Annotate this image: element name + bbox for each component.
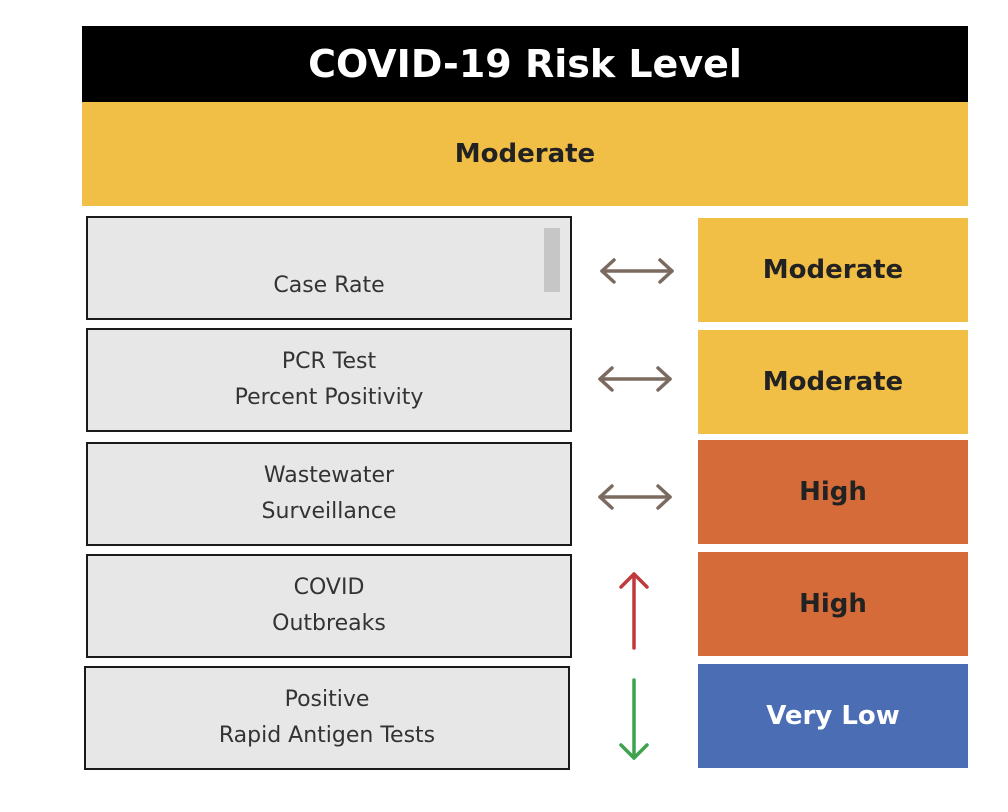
indicator-label-line: PCR Test: [281, 349, 377, 374]
risk-level-badge: High: [698, 552, 968, 656]
indicator-label-line: Positive: [284, 687, 370, 712]
arrow-down-icon: [619, 678, 649, 760]
double-arrow-horizontal-icon: [598, 366, 672, 392]
page-title: COVID-19 Risk Level: [82, 26, 968, 102]
indicator-label-line: Surveillance: [261, 499, 397, 524]
indicator-label-line: Outbreaks: [272, 611, 386, 636]
indicator-label-line: Rapid Antigen Tests: [218, 723, 436, 748]
indicator-label-line: Wastewater: [263, 463, 395, 488]
risk-level-badge: Very Low: [698, 664, 968, 768]
risk-level-badge: High: [698, 440, 968, 544]
double-arrow-horizontal-icon: [600, 258, 674, 284]
arrow-up-icon: [619, 572, 649, 650]
overall-risk-level: Moderate: [82, 102, 968, 206]
indicator-wastewater: Wastewater Surveillance: [86, 442, 572, 546]
indicator-label-line: Case Rate: [273, 273, 385, 298]
double-arrow-horizontal-icon: [598, 484, 672, 510]
indicator-case-rate: Case Rate: [86, 216, 572, 320]
scrollbar-thumb[interactable]: [544, 228, 560, 292]
indicator-label-line: Percent Positivity: [234, 385, 424, 410]
risk-level-badge: Moderate: [698, 330, 968, 434]
indicator-outbreaks: COVID Outbreaks: [86, 554, 572, 658]
risk-level-badge: Moderate: [698, 218, 968, 322]
indicator-label-line: COVID: [293, 575, 365, 600]
indicator-pcr-test: PCR Test Percent Positivity: [86, 328, 572, 432]
indicator-rapid-antigen: Positive Rapid Antigen Tests: [84, 666, 570, 770]
